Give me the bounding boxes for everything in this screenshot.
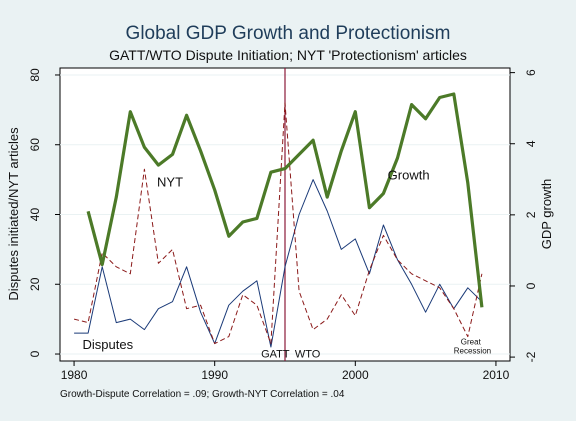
x-tick-label: 1980 xyxy=(61,368,88,382)
annotation-label: WTO xyxy=(295,349,321,361)
annotation-label: NYT xyxy=(157,175,183,190)
correlation-note: Growth-Dispute Correlation = .09; Growth… xyxy=(60,389,345,400)
annotation-label: Great xyxy=(461,338,482,347)
y2-tick-label: 2 xyxy=(524,211,538,218)
y-tick-label: 60 xyxy=(28,138,42,152)
y2-tick-label: -2 xyxy=(524,351,538,362)
series-line-growth xyxy=(86,92,484,308)
chart-subtitle: GATT/WTO Dispute Initiation; NYT 'Protec… xyxy=(109,47,467,63)
left-axis: 0 20 40 60 80 xyxy=(28,68,60,357)
x-tick-label: 2010 xyxy=(483,368,510,382)
annotation-label: Recession xyxy=(454,346,491,355)
y-tick-label: 20 xyxy=(28,277,42,291)
y2-tick-label: 6 xyxy=(524,69,538,76)
series-line-nyt xyxy=(73,102,483,345)
x-axis: 1980 1990 2000 2010 xyxy=(61,361,510,382)
series-layer xyxy=(73,92,484,348)
right-axis-title: GDP growth xyxy=(539,179,554,250)
y-tick-label: 80 xyxy=(28,68,42,82)
left-axis-title: Disputes initiated/NYT articles xyxy=(6,127,21,301)
chart-title: Global GDP Growth and Protectionism xyxy=(126,23,451,44)
y2-tick-label: 0 xyxy=(524,282,538,289)
y-tick-label: 0 xyxy=(28,350,42,357)
y2-tick-label: 4 xyxy=(524,140,538,147)
annotation-label: Disputes xyxy=(83,337,134,352)
x-tick-label: 1990 xyxy=(201,368,228,382)
y-tick-label: 40 xyxy=(28,208,42,222)
annotation-label: GATT xyxy=(261,349,290,361)
x-tick-label: 2000 xyxy=(342,368,369,382)
series-line-disputes xyxy=(74,179,483,348)
right-axis: -2 0 2 4 6 xyxy=(510,69,538,362)
annotation-label: Growth xyxy=(388,167,430,182)
